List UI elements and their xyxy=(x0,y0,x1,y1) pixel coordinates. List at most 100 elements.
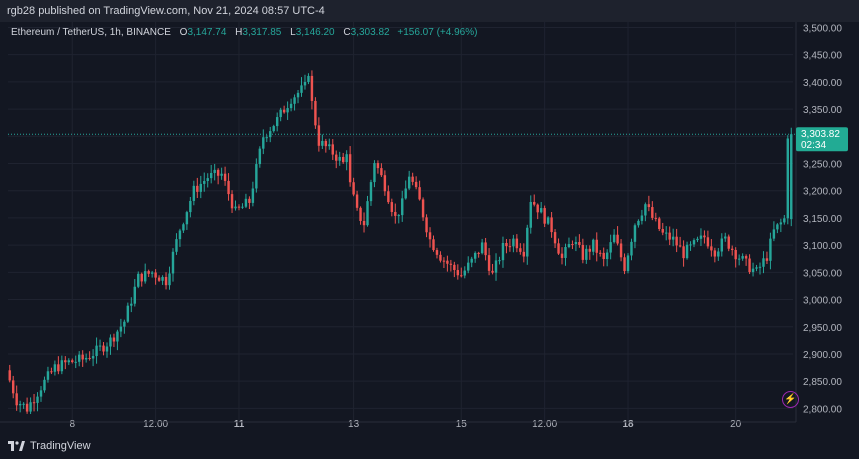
low-key: L xyxy=(290,27,296,38)
candle-body xyxy=(189,200,192,213)
candle-body xyxy=(209,172,213,179)
price-chart[interactable]: 2,800.00 2,850.00 2,900.00 2,950.00 3,000.00… xyxy=(0,22,859,434)
candle-body xyxy=(665,232,668,234)
open-key: O xyxy=(179,27,188,38)
candle-body xyxy=(724,236,727,239)
candle-body xyxy=(383,175,387,192)
candle-body xyxy=(380,168,383,176)
candle-body xyxy=(255,164,258,189)
candle-body xyxy=(293,97,296,104)
candle-body xyxy=(279,109,282,118)
candle-body xyxy=(762,258,765,267)
candle-body xyxy=(713,250,717,257)
ohlc-legend: Ethereum / TetherUS, 1h, BINANCE O3,147.… xyxy=(11,27,477,38)
y-tick-label: 3,200.00 xyxy=(803,187,842,198)
candle-body xyxy=(699,235,703,239)
candle-body xyxy=(182,224,185,231)
candle-body xyxy=(779,222,783,225)
candle-body xyxy=(220,173,223,176)
candle-body xyxy=(505,242,508,247)
lightning-icon[interactable]: ⚡ xyxy=(782,391,799,408)
candle-body xyxy=(359,207,362,221)
candle-body xyxy=(18,404,22,406)
candle-body xyxy=(46,371,50,380)
close-value: 3,303.82 xyxy=(350,27,390,38)
candle-body xyxy=(727,236,730,249)
candle-body xyxy=(373,163,376,183)
y-tick-label: 2,900.00 xyxy=(803,350,842,361)
candle-body xyxy=(668,232,671,240)
tradingview-brand[interactable]: TradingView xyxy=(8,440,91,452)
candle-body xyxy=(783,218,786,223)
candle-body xyxy=(557,243,560,254)
candle-body xyxy=(685,244,689,259)
close-key: C xyxy=(343,27,351,38)
x-tick-label: 15 xyxy=(456,419,468,430)
candle-body xyxy=(376,163,380,169)
candle-body xyxy=(769,238,772,261)
candle-body xyxy=(137,273,140,287)
x-tick-label: 18 xyxy=(622,419,634,430)
candle-body xyxy=(341,156,345,163)
candle-body xyxy=(71,360,74,363)
candle-body xyxy=(366,201,369,226)
candle-body xyxy=(15,393,18,406)
candle-body xyxy=(484,242,487,256)
candle-body xyxy=(397,215,400,217)
candle-body xyxy=(449,263,453,265)
candle-body xyxy=(39,390,43,397)
candle-body xyxy=(717,251,720,257)
published-text: rgb28 published on TradingView.com, Nov … xyxy=(7,5,325,17)
candle-body xyxy=(560,253,564,258)
candle-body xyxy=(64,360,67,363)
candle-body xyxy=(470,258,473,263)
candle-body xyxy=(258,148,262,165)
candle-body xyxy=(237,206,241,208)
candle-body xyxy=(710,246,713,251)
x-tick-label: 12:00 xyxy=(143,419,168,430)
candle-body xyxy=(74,361,77,363)
candle-body xyxy=(581,244,585,260)
last-price-tag xyxy=(796,127,848,152)
y-tick-label: 3,400.00 xyxy=(803,78,842,89)
candle-body xyxy=(321,140,324,146)
candle-body xyxy=(102,345,105,352)
y-tick-label: 2,800.00 xyxy=(803,404,842,415)
candle-body xyxy=(310,75,314,101)
candle-body xyxy=(206,178,209,182)
candle-body xyxy=(765,258,769,261)
candle-body xyxy=(203,181,206,184)
candle-body xyxy=(275,117,279,127)
candle-body xyxy=(109,337,112,347)
candle-body xyxy=(175,239,178,252)
candle-body xyxy=(428,232,432,240)
candle-body xyxy=(630,241,633,256)
candle-body xyxy=(223,173,227,181)
candle-body xyxy=(446,260,449,264)
candle-body xyxy=(463,270,466,276)
candle-body xyxy=(303,81,307,86)
candle-body xyxy=(230,194,234,209)
candle-body xyxy=(640,215,644,221)
candle-body xyxy=(11,380,15,394)
last-price-value: 3,303.82 xyxy=(801,129,840,140)
candle-body xyxy=(161,276,164,281)
candle-body xyxy=(164,276,168,286)
candle-body xyxy=(467,262,470,271)
candle-body xyxy=(644,204,647,216)
candle-body xyxy=(737,258,741,260)
candle-body xyxy=(512,238,515,247)
candle-body xyxy=(262,137,265,149)
y-tick-label: 3,150.00 xyxy=(803,214,842,225)
y-tick-label: 3,100.00 xyxy=(803,241,842,252)
candle-body xyxy=(522,251,526,257)
candle-body xyxy=(88,357,91,359)
candle-body xyxy=(411,176,414,182)
candle-body xyxy=(602,252,605,260)
candle-body xyxy=(404,188,407,199)
candle-body xyxy=(790,134,793,220)
candle-body xyxy=(553,232,557,244)
candle-body xyxy=(609,242,612,253)
candle-body xyxy=(605,252,609,260)
candle-body xyxy=(282,109,286,113)
